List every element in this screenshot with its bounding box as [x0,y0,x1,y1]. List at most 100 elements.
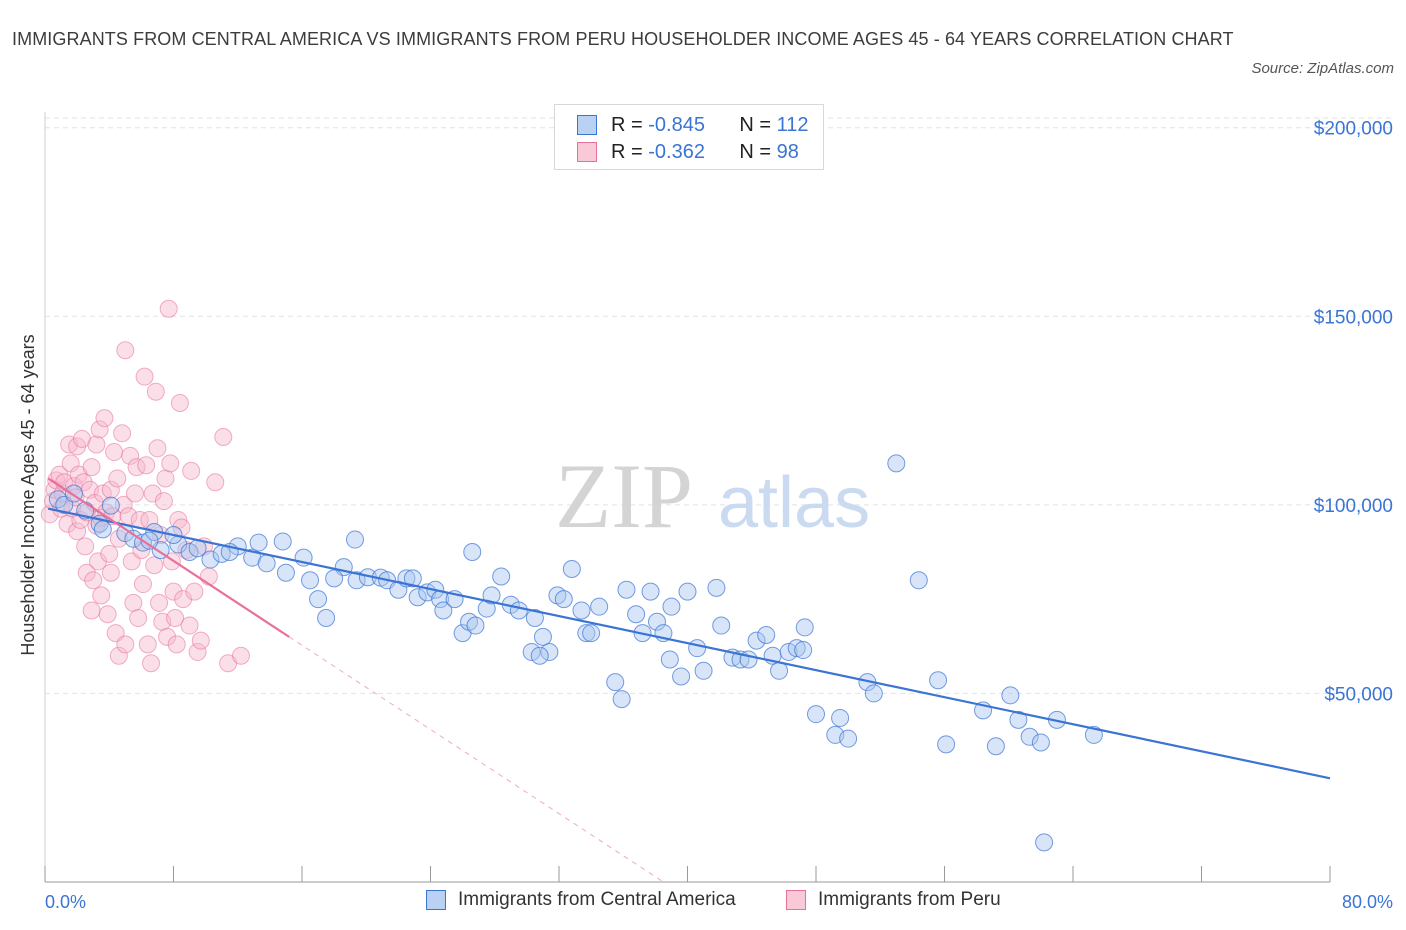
data-point-central-america [660,650,679,669]
data-point-peru [116,341,135,360]
data-point-peru [109,646,128,665]
data-point-peru [101,480,120,499]
r-value: -0.845 [648,113,705,136]
n-label: N = [739,140,772,163]
y-tick-label: $200,000 [1314,119,1393,140]
data-point-central-america [530,646,549,665]
data-point-peru [185,582,204,601]
data-point-central-america [301,571,320,590]
data-point-central-america [747,631,766,650]
data-point-peru [87,435,106,454]
data-point-peru [159,299,178,318]
data-point-central-america [347,571,366,590]
data-point-central-america [787,639,806,658]
chart-title: IMMIGRANTS FROM CENTRAL AMERICA VS IMMIG… [12,29,1234,49]
y-axis-label: Householder Income Ages 45 - 64 years [18,334,38,655]
legend-label: Immigrants from Peru [818,889,1001,910]
data-point-central-america [403,569,422,588]
data-point-peru [191,631,210,650]
data-point-peru [140,510,159,529]
data-point-central-america [540,642,559,661]
data-point-peru [68,522,87,541]
peru-series [40,299,250,673]
legend-row-peru: R = -0.362 N = 98 [577,139,799,165]
data-point-central-america [325,569,344,588]
data-point-central-america [257,554,276,573]
trend-lines [47,477,1331,883]
data-point-peru [158,627,177,646]
data-point-central-america [929,671,948,690]
data-point-central-america [1035,833,1054,852]
data-point-peru [182,461,201,480]
data-point-central-america [606,673,625,692]
data-point-central-america [612,690,631,709]
data-point-peru [231,646,250,665]
data-point-peru [166,609,185,627]
data-point-peru [146,382,165,401]
data-point-central-america [533,627,552,646]
data-point-peru [113,424,132,443]
data-point-central-america [688,639,707,658]
data-point-central-america [647,612,666,631]
r-label: R = [611,113,643,136]
data-point-peru [137,456,156,475]
data-point-central-america [1020,727,1039,746]
data-point-central-america [1084,725,1103,744]
data-point-central-america [434,601,453,620]
data-point-central-america [346,530,365,549]
data-point-peru [84,571,103,590]
data-point-central-america [831,708,850,727]
r-label: R = [611,140,643,163]
x-tick-label: 80.0% [1342,892,1393,912]
data-point-peru [90,420,109,439]
n-value: 112 [776,113,809,136]
data-point-peru [82,458,101,477]
data-point-peru [138,635,157,654]
data-point-central-america [1031,733,1050,752]
watermark-atlas: atlas [718,463,870,543]
data-point-peru [164,582,183,601]
data-point-central-america [707,578,726,597]
data-point-central-america [839,729,858,748]
stats-legend: R = -0.845 N = 112 R = -0.362 N = 98 [554,104,824,170]
data-point-central-america [1009,710,1028,729]
data-point-central-america [770,661,789,680]
trend-extension-peru [288,636,664,883]
y-tick-label: $50,000 [1324,684,1393,705]
data-point-peru [124,593,143,612]
data-point-peru [114,495,133,514]
data-point-central-america [509,601,528,620]
data-point-central-america [909,571,928,590]
data-point-central-america [694,661,713,680]
pink-swatch [786,890,806,910]
data-point-peru [214,427,233,446]
data-point-peru [145,556,164,575]
data-point-central-america [249,533,268,552]
data-point-peru [101,563,120,582]
data-point-central-america [93,520,112,539]
blue-swatch [426,890,446,910]
n-value: 98 [776,140,799,163]
data-point-peru [133,575,152,594]
grid-lines [45,117,1395,694]
y-tick-label: $150,000 [1314,307,1393,328]
data-point-central-america [317,609,336,627]
tick-labels: $50,000 $100,000 $150,000 $200,000 0.0% 80.0% [45,119,1393,912]
data-point-peru [95,409,114,428]
data-point-central-america [662,597,681,616]
data-point-peru [170,394,189,413]
data-point-central-america [641,582,660,601]
data-point-peru [161,454,180,473]
data-point-central-america [1001,686,1020,705]
data-point-central-america [577,624,596,643]
data-point-peru [167,635,186,654]
data-point-peru [156,469,175,488]
data-point-central-america [101,496,120,515]
data-point-peru [206,473,225,492]
source-label: Source: ZipAtlas.com [1251,60,1394,77]
trend-line-central-america [47,507,1331,780]
blue-swatch [577,115,597,135]
data-point-peru [121,446,140,465]
data-point-peru [129,609,148,627]
